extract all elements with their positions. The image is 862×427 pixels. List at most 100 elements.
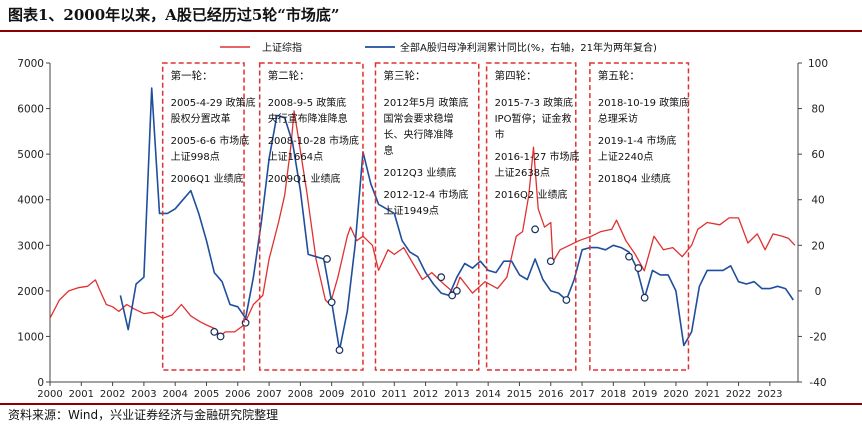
round-annotation-line: 央行宣布降准降息: [268, 112, 348, 125]
y-right-tick-label: 0: [815, 286, 822, 298]
round-annotation-line: 2019-1-4 市场底: [598, 134, 677, 147]
round-annotation-line: 息: [383, 144, 393, 157]
y-left-tick-label: 0: [37, 377, 44, 389]
x-tick-label: 2002: [100, 389, 125, 400]
x-tick-label: 2020: [663, 389, 688, 400]
source-rule: [0, 403, 862, 405]
round-box-3: [374, 62, 480, 371]
bottom-marker: [437, 273, 446, 282]
round-heading: 第三轮：: [383, 69, 425, 82]
x-tick-label: 2012: [413, 389, 438, 400]
round-annotation-line: 2008-10-28 市场底: [268, 134, 359, 147]
x-tick-label: 2017: [569, 389, 594, 400]
y-right-tick-label: 60: [811, 149, 824, 161]
bottom-marker: [562, 296, 571, 304]
y-left-tick-label: 7000: [17, 58, 44, 70]
y-right-tick-label: 20: [811, 240, 824, 252]
y-right-tick-label: 80: [811, 104, 824, 116]
x-tick-label: 2018: [601, 389, 626, 400]
x-tick-label: 2001: [69, 389, 94, 400]
round-annotation-line: 2018-10-19 政策底: [598, 96, 689, 109]
source-note: 资料来源：Wind，兴业证券经济与金融研究院整理: [8, 408, 279, 422]
round-heading: 第二轮：: [268, 69, 310, 82]
x-tick-label: 2014: [475, 389, 500, 400]
bottom-marker: [210, 327, 219, 336]
x-tick-label: 2008: [288, 389, 313, 400]
bottom-marker: [327, 298, 336, 307]
round-annotation-line: 2012-12-4 市场底: [383, 188, 468, 201]
y-left-tick-label: 2000: [17, 286, 44, 298]
y-right-tick-label: -40: [809, 377, 826, 389]
bottom-marker: [634, 264, 643, 272]
x-tick-label: 2004: [162, 389, 187, 400]
round-annotation-line: 上证2240点: [598, 151, 653, 163]
x-tick-label: 2021: [695, 389, 720, 400]
x-tick-label: 2015: [507, 389, 532, 400]
x-tick-label: 2010: [350, 389, 375, 400]
x-tick-label: 2000: [37, 389, 62, 400]
x-tick-label: 2013: [444, 389, 469, 400]
round-heading: 第一轮：: [171, 69, 213, 82]
round-annotation-line: 2006Q1 业绩底: [171, 172, 244, 185]
bottom-marker: [640, 293, 649, 302]
x-tick-label: 2009: [319, 389, 344, 400]
round-annotation-line: 2018Q4 业绩底: [598, 172, 671, 185]
round-annotation-line: 2016Q2 业绩底: [495, 188, 568, 201]
round-annotation-line: 2005-4-29 政策底: [171, 96, 256, 109]
round-annotation-line: 2016-1-27 市场底: [495, 150, 580, 163]
x-tick-label: 2023: [757, 389, 782, 400]
title-rule: [0, 30, 862, 32]
bottom-marker: [452, 286, 461, 295]
round-box-2: [258, 62, 364, 371]
x-tick-label: 2019: [632, 389, 657, 400]
bottom-marker: [323, 255, 331, 263]
round-annotation-line: 长、央行降准降: [383, 128, 453, 141]
round-annotation-line: 上证1949点: [383, 205, 438, 217]
series-line-profit: [119, 87, 794, 351]
x-tick-label: 2016: [538, 389, 563, 400]
round-annotation-line: 上证1664点: [268, 151, 323, 163]
round-annotation-line: 总理采访: [598, 112, 638, 125]
bottom-marker: [448, 291, 457, 300]
round-annotation-line: 2015-7-3 政策底: [495, 96, 574, 109]
x-tick-label: 2022: [726, 389, 751, 400]
round-box-1: [161, 62, 245, 371]
y-right-tick-label: 100: [808, 58, 828, 70]
round-annotation-line: 2008-9-5 政策底: [268, 96, 347, 109]
bottom-marker: [335, 346, 344, 355]
y-left-tick-label: 3000: [17, 240, 44, 252]
bottom-marker: [531, 225, 540, 234]
bottom-marker: [216, 332, 225, 341]
round-box-5: [589, 62, 690, 371]
figure-title: 图表1、2000年以来，A股已经历过5轮“市场底”: [8, 6, 340, 24]
round-annotation-line: 市: [495, 128, 505, 141]
round-annotation-line: 国常会要求稳增: [383, 112, 453, 125]
legend-label-index: 上证综指: [262, 41, 302, 54]
bottom-marker: [625, 252, 633, 261]
round-annotation-line: 2009Q1 业绩底: [268, 172, 341, 185]
legend-label-profit: 全部A股归母净利润累计同比(%，右轴，21年为两年复合): [400, 41, 657, 54]
y-right-tick-label: -20: [809, 331, 826, 343]
y-left-tick-label: 5000: [17, 149, 44, 161]
round-annotation-line: 股权分置改革: [171, 112, 231, 125]
x-tick-label: 2003: [131, 389, 156, 400]
x-tick-label: 2011: [382, 389, 407, 400]
y-right-tick-label: 40: [811, 195, 824, 207]
round-annotation-line: 2012Q3 业绩底: [383, 166, 456, 179]
x-tick-label: 2007: [256, 389, 281, 400]
bottom-marker: [546, 257, 555, 266]
x-tick-label: 2005: [194, 389, 219, 400]
round-annotation-line: 上证2638点: [495, 167, 550, 179]
round-annotation-line: 2005-6-6 市场底: [171, 134, 250, 147]
y-left-tick-label: 6000: [17, 104, 44, 116]
round-annotation-line: 2012年5月 政策底: [383, 96, 468, 109]
x-tick-label: 2006: [225, 389, 250, 400]
y-left-tick-label: 1000: [17, 331, 44, 343]
round-annotation-line: IPO暂停；证金救: [495, 112, 572, 125]
series-line-index: [49, 110, 796, 338]
round-heading: 第五轮：: [598, 69, 640, 82]
round-heading: 第四轮：: [495, 69, 537, 82]
y-left-tick-label: 4000: [17, 195, 44, 207]
round-box-4: [485, 62, 577, 371]
